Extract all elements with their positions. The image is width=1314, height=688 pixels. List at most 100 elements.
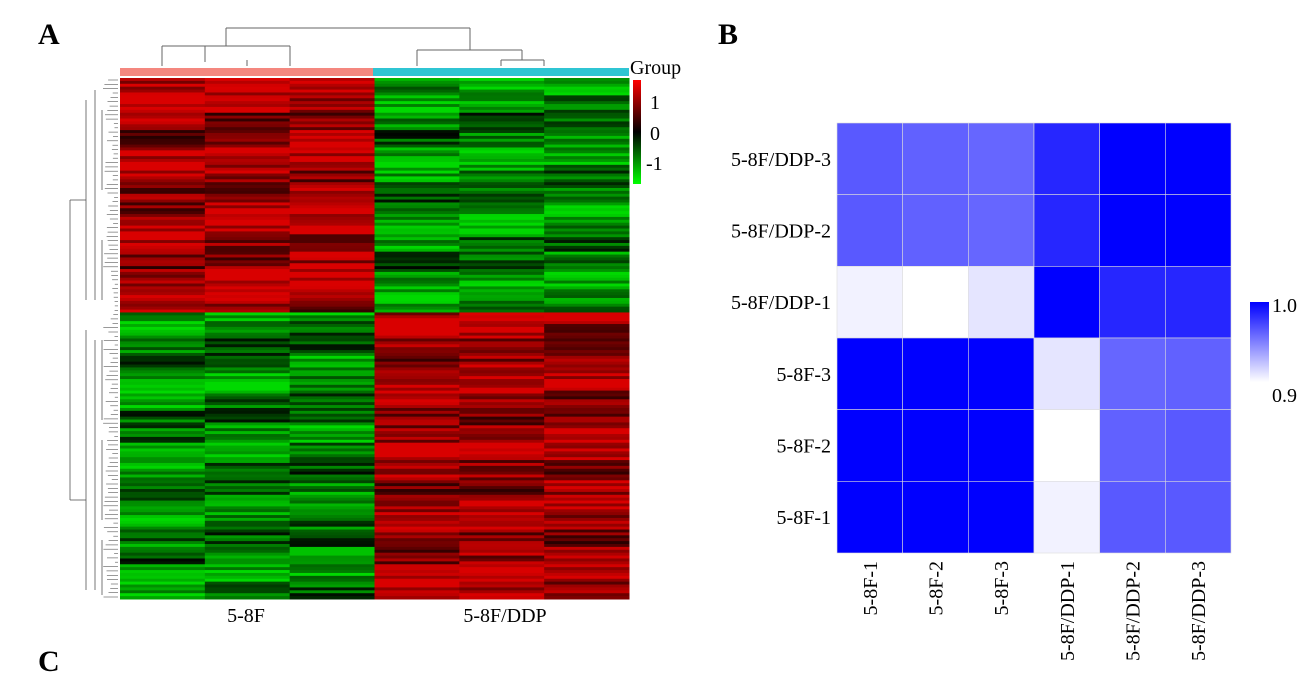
heatmap-cell [544, 132, 630, 137]
heatmap-cell [289, 251, 375, 256]
x-tick-label: 5-8F-2 [926, 561, 948, 615]
heatmap-cell [204, 506, 291, 510]
heatmap-cell [120, 512, 206, 516]
y-axis-labels: 5-8F/DDP-3 5-8F/DDP-2 5-8F/DDP-1 5-8F-3 5-8F… [731, 149, 831, 529]
heatmap-cell [459, 318, 545, 322]
heatmap-cell [120, 457, 206, 461]
heatmap-cell [374, 468, 460, 473]
heatmap-cell [374, 390, 460, 394]
heatmap-cell [120, 352, 206, 357]
heatmap-cell [544, 214, 630, 218]
heatmap-cell [289, 161, 375, 166]
heatmap-cell [120, 135, 206, 140]
heatmap-cell [374, 350, 460, 354]
heatmap-cell [374, 271, 460, 276]
heatmap-cell [120, 462, 206, 467]
heatmap-cell [204, 150, 291, 154]
heatmap-cell [289, 387, 375, 392]
heatmap-cell [544, 199, 630, 203]
heatmap-cell [289, 289, 375, 293]
heatmap-cell [374, 248, 460, 253]
heatmap-cell [459, 399, 545, 403]
heatmap-cell [204, 489, 291, 493]
heatmap-cell [374, 526, 460, 531]
heatmap-cell [374, 448, 460, 452]
heatmap-cell [120, 271, 206, 276]
heatmap-cell [204, 98, 291, 102]
heatmap-cell [459, 271, 545, 276]
heatmap-cell [120, 222, 206, 227]
heatmap-cell [120, 306, 206, 311]
correlation-cell [902, 194, 969, 267]
heatmap-cell [204, 572, 291, 577]
heatmap-cell [374, 474, 460, 478]
heatmap-cell [544, 407, 630, 412]
legend-title-group: Group [630, 57, 681, 79]
heatmap-cell [120, 338, 206, 342]
heatmap-cell [459, 300, 545, 305]
heatmap-cell [289, 575, 375, 580]
heatmap-cell [289, 104, 375, 108]
heatmap-cell [374, 306, 460, 311]
colorbar-a [633, 80, 641, 184]
heatmap-cell [459, 199, 545, 203]
heatmap-cell [204, 309, 291, 313]
heatmap-cell [544, 274, 630, 279]
heatmap-cell [374, 234, 460, 238]
heatmap-cell [459, 104, 545, 108]
heatmap-cell [459, 254, 545, 258]
correlation-cell [1165, 194, 1232, 267]
heatmap-cell [374, 124, 460, 128]
heatmap-cell [289, 274, 375, 279]
heatmap-cell [120, 127, 206, 131]
heatmap-cell [544, 109, 630, 114]
heatmap-cell [120, 376, 206, 380]
heatmap-cell [374, 245, 460, 250]
heatmap-cell [289, 324, 375, 328]
heatmap-cell [289, 494, 375, 499]
heatmap-cell [289, 532, 375, 536]
heatmap-cell [374, 118, 460, 122]
heatmap-cell [544, 257, 630, 261]
heatmap-cell [204, 596, 291, 600]
heatmap-cell [459, 564, 545, 568]
heatmap-cell [544, 344, 630, 348]
heatmap-cell [120, 274, 206, 279]
heatmap-cell [289, 286, 375, 290]
heatmap-cell [204, 552, 291, 557]
heatmap-cell [289, 552, 375, 557]
heatmap-cell [374, 303, 460, 308]
heatmap-cell [289, 355, 375, 360]
heatmap-cell [120, 211, 206, 215]
heatmap-cell [459, 173, 545, 177]
heatmap-cell [204, 161, 291, 166]
heatmap-cell [544, 324, 630, 328]
row-dendrogram [69, 79, 118, 598]
heatmap-cell [459, 468, 545, 473]
heatmap-cell [459, 575, 545, 580]
heatmap-cell [289, 350, 375, 354]
heatmap-cell [459, 471, 545, 476]
heatmap-cell [544, 118, 630, 122]
heatmap-cell [289, 523, 375, 528]
heatmap-cell [204, 587, 291, 591]
heatmap-cell [204, 112, 291, 117]
heatmap-cell [204, 326, 291, 331]
heatmap-cell [289, 309, 375, 313]
heatmap-cell [544, 263, 630, 267]
heatmap-cell [544, 170, 630, 175]
correlation-cell [1033, 481, 1100, 554]
heatmap-cell [544, 159, 630, 163]
heatmap-cell [374, 570, 460, 574]
heatmap-cell [289, 584, 375, 588]
heatmap-cell [459, 219, 545, 224]
heatmap-cell [120, 167, 206, 172]
heatmap-cell [289, 216, 375, 221]
heatmap-cell [120, 295, 206, 299]
heatmap-cell [374, 289, 460, 293]
heatmap-cell [374, 555, 460, 559]
heatmap-cell [289, 318, 375, 322]
heatmap-cell [289, 231, 375, 235]
heatmap-cell [120, 425, 206, 429]
heatmap-cell [459, 216, 545, 221]
